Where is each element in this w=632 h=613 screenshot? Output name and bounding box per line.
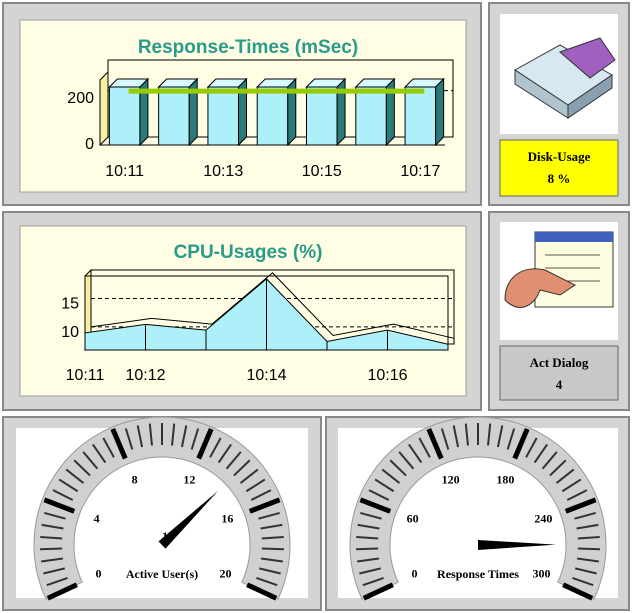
y-tick-label: 10 xyxy=(61,324,79,341)
bar-front xyxy=(257,87,288,145)
gauge-label: Active User(s) xyxy=(126,567,198,581)
bar-front xyxy=(356,87,387,145)
minor-tick xyxy=(262,548,284,549)
x-tick-label: 10:15 xyxy=(302,163,342,180)
gauge-tick-label: 60 xyxy=(407,512,419,526)
minor-tick xyxy=(578,548,600,549)
bar-front xyxy=(307,87,338,145)
gauge-tick-label: 8 xyxy=(132,472,138,486)
minor-tick xyxy=(356,548,378,549)
gauge-tick-label: 300 xyxy=(532,566,550,580)
x-tick-label: 10:17 xyxy=(400,163,440,180)
minor-tick xyxy=(40,548,62,549)
x-tick-label: 10:11 xyxy=(105,163,144,180)
y-tick-label: 15 xyxy=(61,296,79,313)
chart-title: CPU-Usages (%) xyxy=(174,242,323,263)
gauge-tick-label: 0 xyxy=(412,566,418,580)
axis-wall xyxy=(100,72,108,145)
x-tick-label: 10:12 xyxy=(125,367,165,384)
bar-side xyxy=(436,79,444,145)
bar-front xyxy=(109,87,140,145)
bar-front xyxy=(208,87,239,145)
y-tick-label: 200 xyxy=(67,90,94,107)
gauge-tick-label: 16 xyxy=(221,512,233,526)
dashboard: Disk-Usage 8 % Act Dialog 4 Response-Tim… xyxy=(0,0,632,613)
panel-title: Act Dialog xyxy=(530,355,589,370)
x-tick-label: 10:11 xyxy=(66,367,105,384)
bar-front xyxy=(405,87,436,145)
gauge-tick-label: 0 xyxy=(96,566,102,580)
gauge-label: Response Times xyxy=(437,567,519,581)
bar-front xyxy=(159,87,190,145)
y-tick-label: 0 xyxy=(85,136,94,153)
gauge-tick-label: 20 xyxy=(219,566,231,580)
gauge-tick-label: 120 xyxy=(442,472,460,486)
gauge-tick-label: 12 xyxy=(183,472,195,486)
panel-title: Disk-Usage xyxy=(528,149,591,164)
gauge-tick-label: 180 xyxy=(496,472,514,486)
x-tick-label: 10:13 xyxy=(203,163,243,180)
panel-value: 8 % xyxy=(548,171,571,186)
gauge-tick-label: 240 xyxy=(534,512,552,526)
gauge-tick-label: 4 xyxy=(94,512,100,526)
panel-value: 4 xyxy=(556,377,563,392)
chart-title: Response-Times (mSec) xyxy=(138,37,358,58)
x-tick-label: 10:16 xyxy=(367,367,407,384)
x-tick-label: 10:14 xyxy=(246,367,286,384)
